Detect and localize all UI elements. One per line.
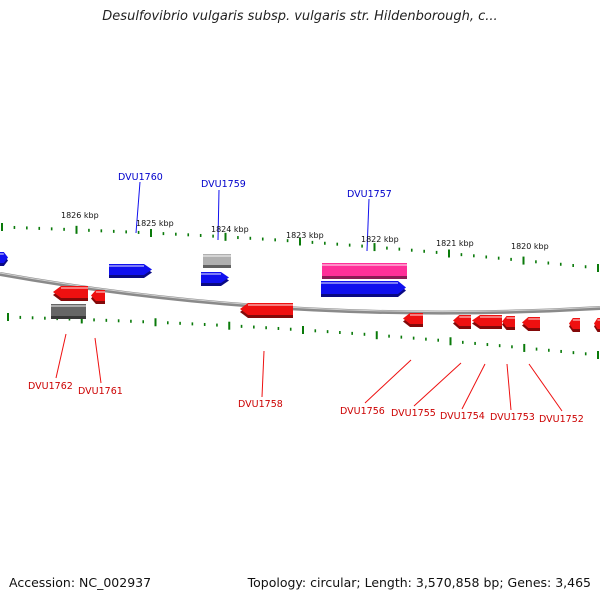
gene-forward-1-shine <box>109 265 144 267</box>
gene-label-dvu1756[interactable]: DVU1756 <box>340 406 385 417</box>
gene-labels: DVU1760 DVU1759 DVU1757 DVU1762 DVU1761 DVU17… <box>28 172 584 425</box>
gene-reverse-dvu1756[interactable] <box>403 313 423 327</box>
gene-reverse-dvu1753[interactable] <box>502 316 515 330</box>
reverse-leader-line <box>94 337 102 384</box>
gene-reverse-dvu1755-shine <box>459 316 471 318</box>
gene-forward-dvu1757[interactable] <box>321 281 406 297</box>
gene-reverse-dvu1756-shine <box>410 314 423 316</box>
gene-label-dvu1752[interactable]: DVU1752 <box>539 414 584 425</box>
gene-forward-dvu1759-shine <box>201 273 221 275</box>
gene-reverse-edge-2[interactable] <box>594 318 600 332</box>
gene-label-dvu1761[interactable]: DVU1761 <box>78 386 123 397</box>
scale-label: 1821 kbp <box>436 239 474 248</box>
gene-label-dvu1759[interactable]: DVU1759 <box>201 179 246 190</box>
gene-pseudo-dvu1759-shine <box>203 255 231 257</box>
gene-label-dvu1753[interactable]: DVU1753 <box>490 412 535 423</box>
genome-backbone-highlight <box>0 272 600 313</box>
gene-label-dvu1762[interactable]: DVU1762 <box>28 381 73 392</box>
gene-forward-dvu1757-body <box>321 281 406 294</box>
gene-forward-edge-shine <box>0 253 4 255</box>
scale-label: 1822 kbp <box>361 235 399 244</box>
gene-dark-1[interactable] <box>51 304 86 319</box>
gene-reverse-dvu1752-shine <box>528 318 540 320</box>
map-title: Desulfovibrio vulgaris subsp. vulgaris s… <box>102 9 498 24</box>
gene-reverse-dvu1754-shine <box>480 316 502 318</box>
gene-reverse-dvu1762[interactable] <box>53 286 88 301</box>
bottom-scale-ticks <box>7 313 599 359</box>
reverse-leader-line <box>261 350 265 398</box>
gene-forward-dvu1759[interactable] <box>201 272 229 286</box>
reverse-leader-line <box>364 359 412 404</box>
gene-features <box>0 252 600 332</box>
gene-reverse-edge-1-shine <box>572 319 580 321</box>
scale-labels: 1826 kbp 1825 kbp 1824 kbp 1823 kbp 1822 kbp… <box>61 211 549 251</box>
scale-label: 1825 kbp <box>136 219 174 228</box>
gene-reverse-dvu1761-shine <box>95 291 105 293</box>
gene-forward-1[interactable] <box>109 264 152 278</box>
genome-backbone-line <box>0 272 600 315</box>
gene-label-dvu1754[interactable]: DVU1754 <box>440 411 485 422</box>
gene-reverse-edge-1[interactable] <box>569 318 580 332</box>
scale-label: 1823 kbp <box>286 231 324 240</box>
forward-leader-line <box>217 189 220 241</box>
gene-dark-1-shine <box>51 305 86 307</box>
forward-leader-line <box>135 181 141 234</box>
gene-label-dvu1755[interactable]: DVU1755 <box>391 408 436 419</box>
scale-label: 1820 kbp <box>511 242 549 251</box>
gene-label-dvu1760[interactable]: DVU1760 <box>118 172 163 183</box>
gene-forward-edge[interactable] <box>0 252 8 266</box>
gene-reverse-dvu1758[interactable] <box>240 303 293 318</box>
gene-reverse-edge-2-shine <box>597 319 600 321</box>
gene-reverse-dvu1752[interactable] <box>522 317 540 331</box>
gene-highlight-dvu1757-body <box>322 263 407 276</box>
reverse-leader-line <box>413 362 462 407</box>
gene-label-dvu1757[interactable]: DVU1757 <box>347 189 392 200</box>
gene-reverse-dvu1755[interactable] <box>453 315 471 329</box>
gene-reverse-dvu1761[interactable] <box>91 290 105 304</box>
gene-highlight-dvu1757[interactable] <box>322 263 407 279</box>
scale-label: 1826 kbp <box>61 211 99 220</box>
gene-pseudo-dvu1759[interactable] <box>203 254 231 268</box>
gene-reverse-dvu1758-shine <box>248 304 293 306</box>
top-scale-ticks <box>1 223 599 272</box>
reverse-leader-line <box>506 363 512 411</box>
forward-leader-line <box>366 198 370 252</box>
scale-label: 1824 kbp <box>211 225 249 234</box>
reverse-leader-line <box>528 363 563 412</box>
gene-reverse-dvu1753-shine <box>506 317 515 319</box>
label-leader-lines <box>55 181 563 412</box>
reverse-leader-line <box>461 363 486 410</box>
gene-highlight-dvu1757-shine <box>322 264 407 266</box>
gene-reverse-dvu1754[interactable] <box>472 315 502 329</box>
gene-reverse-dvu1762-shine <box>61 287 88 289</box>
gene-label-dvu1758[interactable]: DVU1758 <box>238 399 283 410</box>
accession-text: Accession: NC_002937 <box>9 575 152 590</box>
reverse-leader-line <box>55 333 67 379</box>
genome-summary-text: Topology: circular; Length: 3,570,858 bp… <box>247 575 591 590</box>
gene-forward-dvu1757-shine <box>321 282 398 284</box>
